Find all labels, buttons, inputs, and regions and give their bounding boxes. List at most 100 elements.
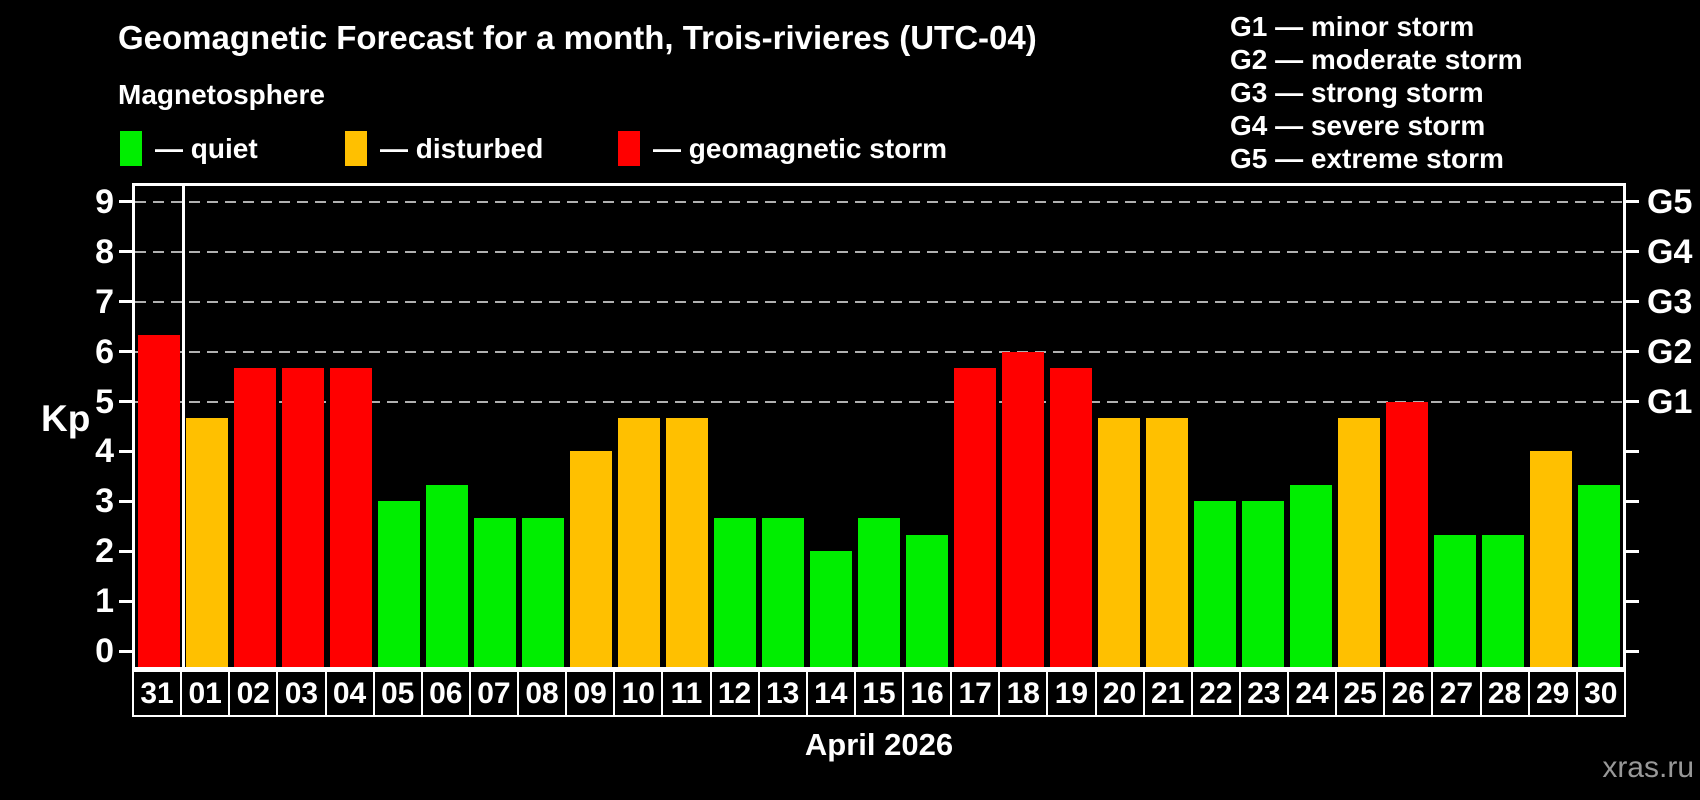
day-label-19: 19 <box>1046 670 1097 717</box>
x-axis-caption: April 2026 <box>804 727 954 762</box>
bar-day-17-kp-5.67 <box>954 368 996 667</box>
bar-slot-day-23 <box>1239 186 1287 667</box>
day-label-22: 22 <box>1190 670 1241 717</box>
right-tick-kp-1 <box>1626 599 1639 603</box>
bar-slot-day-04 <box>327 186 375 667</box>
chart-title: Geomagnetic Forecast for a month, Trois-… <box>118 19 1037 56</box>
day-label-25: 25 <box>1335 670 1386 717</box>
g-legend-line: G4 — severe storm <box>1230 110 1486 141</box>
y-tick-label-9: 9 <box>95 182 114 221</box>
day-label-14: 14 <box>805 670 856 717</box>
legend-item-disturbed: — disturbed <box>345 131 543 166</box>
bar-day-03-kp-5.67 <box>282 368 324 667</box>
bar-slot-day-16 <box>903 186 951 667</box>
bar-slot-day-27 <box>1431 186 1479 667</box>
left-tick-kp-5 <box>119 400 132 404</box>
bar-slot-day-24 <box>1287 186 1335 667</box>
day-label-02: 02 <box>228 670 279 717</box>
day-label-05: 05 <box>372 670 423 717</box>
day-label-13: 13 <box>757 670 808 717</box>
bar-day-23-kp-3 <box>1242 501 1284 667</box>
gridline-kp-9 <box>135 200 1623 203</box>
bars-layer <box>135 186 1623 667</box>
bar-day-13-kp-2.67 <box>762 517 804 667</box>
day-label-01: 01 <box>180 670 231 717</box>
y-tick-label-7: 7 <box>95 282 114 321</box>
right-tick-kp-0 <box>1626 649 1639 653</box>
day-label-27: 27 <box>1431 670 1482 717</box>
left-tick-kp-3 <box>119 499 132 503</box>
bar-slot-day-18 <box>999 186 1047 667</box>
bar-day-31-kp-6.33 <box>138 335 180 667</box>
bar-slot-day-30 <box>1575 186 1623 667</box>
day-label-08: 08 <box>517 670 568 717</box>
bar-slot-day-31 <box>135 186 183 667</box>
bar-slot-day-12 <box>711 186 759 667</box>
right-tick-kp-2 <box>1626 549 1639 553</box>
left-tick-kp-8 <box>119 250 132 254</box>
day-label-28: 28 <box>1479 670 1530 717</box>
y-tick-label-3: 3 <box>95 482 114 521</box>
bar-slot-day-08 <box>519 186 567 667</box>
left-tick-kp-1 <box>119 599 132 603</box>
bar-slot-day-20 <box>1095 186 1143 667</box>
bar-slot-day-11 <box>663 186 711 667</box>
gridline-kp-5 <box>135 400 1623 403</box>
right-tick-kp-6 <box>1626 350 1639 354</box>
right-tick-kp-5 <box>1626 400 1639 404</box>
right-tick-kp-7 <box>1626 300 1639 304</box>
day-label-04: 04 <box>324 670 375 717</box>
day-label-16: 16 <box>902 670 953 717</box>
storm-swatch <box>618 131 640 166</box>
bar-slot-day-19 <box>1047 186 1095 667</box>
legend-label: — disturbed <box>380 132 544 164</box>
day-label-29: 29 <box>1527 670 1578 717</box>
bar-slot-day-01 <box>183 186 231 667</box>
bar-day-10-kp-4.67 <box>618 418 660 667</box>
magnetosphere-label: Magnetosphere <box>118 79 325 110</box>
day-label-21: 21 <box>1142 670 1193 717</box>
month-separator-line <box>181 186 185 667</box>
y-tick-label-8: 8 <box>95 232 114 271</box>
bar-slot-day-05 <box>375 186 423 667</box>
plot-area <box>132 183 1626 670</box>
right-tick-kp-4 <box>1626 449 1639 453</box>
gridline-kp-6 <box>135 350 1623 353</box>
watermark: xras.ru <box>1602 751 1694 784</box>
y-tick-label-2: 2 <box>95 532 114 571</box>
day-label-03: 03 <box>276 670 327 717</box>
day-label-09: 09 <box>565 670 616 717</box>
bar-slot-day-26 <box>1383 186 1431 667</box>
gridline-kp-8 <box>135 250 1623 253</box>
legend-label: — quiet <box>155 132 258 164</box>
bar-day-05-kp-3 <box>378 501 420 667</box>
left-tick-kp-7 <box>119 300 132 304</box>
bar-day-09-kp-4 <box>570 451 612 667</box>
day-label-26: 26 <box>1383 670 1434 717</box>
bar-slot-day-21 <box>1143 186 1191 667</box>
bar-slot-day-03 <box>279 186 327 667</box>
day-label-12: 12 <box>709 670 760 717</box>
day-label-07: 07 <box>468 670 519 717</box>
left-tick-kp-6 <box>119 350 132 354</box>
disturbed-swatch <box>345 131 367 166</box>
day-label-10: 10 <box>613 670 664 717</box>
bar-day-16-kp-2.33 <box>906 534 948 667</box>
bar-slot-day-15 <box>855 186 903 667</box>
day-label-20: 20 <box>1094 670 1145 717</box>
bar-day-08-kp-2.67 <box>522 517 564 667</box>
gridline-kp-7 <box>135 300 1623 303</box>
y-tick-label-5: 5 <box>95 382 114 421</box>
bar-day-28-kp-2.33 <box>1482 534 1524 667</box>
bar-slot-day-22 <box>1191 186 1239 667</box>
left-tick-kp-4 <box>119 449 132 453</box>
legend-item-quiet: — quiet <box>120 131 258 166</box>
g-legend-line: G1 — minor storm <box>1230 11 1475 42</box>
right-axis-label-g2: G2 <box>1647 332 1693 371</box>
bar-day-15-kp-2.67 <box>858 517 900 667</box>
y-tick-label-0: 0 <box>95 632 114 671</box>
bar-day-22-kp-3 <box>1194 501 1236 667</box>
bar-slot-day-10 <box>615 186 663 667</box>
g-scale-legend: G1 — minor storm G2 — moderate storm G3 — … <box>1230 10 1523 175</box>
